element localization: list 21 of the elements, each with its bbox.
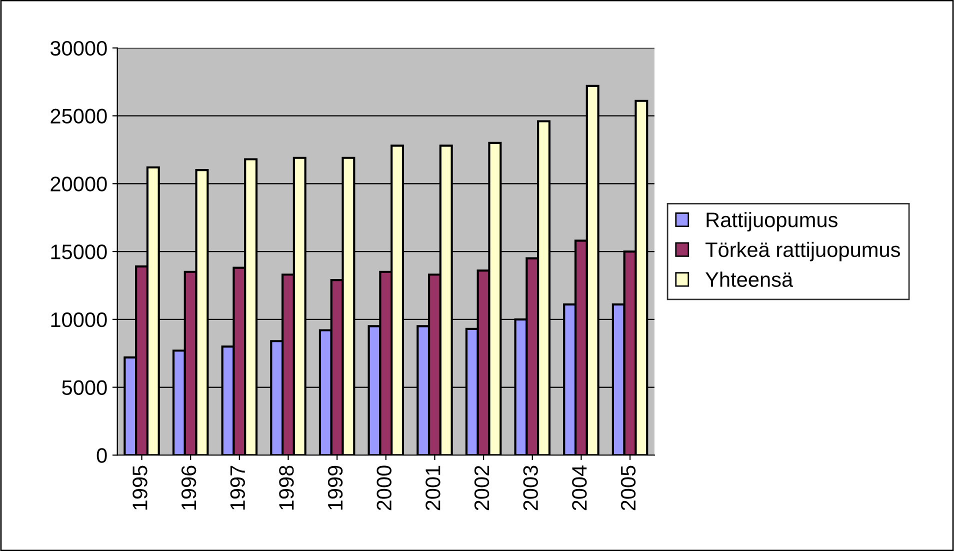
x-tick-label: 1995: [132, 466, 148, 510]
x-tick-label: 1997: [230, 466, 246, 510]
x-tick-label: 1996: [181, 466, 196, 510]
x-tick-label: 2004: [572, 465, 587, 510]
y-tick-label: 25000: [50, 108, 107, 124]
y-tick-label: 15000: [51, 244, 107, 260]
y-tick-label: 0: [96, 448, 107, 463]
x-tick-label: 1999: [328, 466, 343, 510]
x-tick-label: 2001: [426, 466, 440, 510]
x-tick-label: 2005: [620, 466, 636, 510]
x-tick-label: 2002: [474, 466, 490, 510]
legend-label: Yhteensä: [706, 272, 794, 287]
y-tick-label: 10000: [51, 312, 107, 328]
y-tick-label: 20000: [50, 176, 107, 192]
y-tick-label: 5000: [62, 380, 107, 396]
x-tick-label: 1998: [279, 466, 294, 510]
legend-label: Rattijuopumus: [706, 212, 838, 232]
legend-label: Törkeä rattijuopumus: [706, 242, 900, 262]
x-tick-label: 2003: [523, 466, 538, 510]
x-tick-label: 2000: [376, 466, 392, 510]
y-tick-label: 30000: [50, 40, 107, 56]
